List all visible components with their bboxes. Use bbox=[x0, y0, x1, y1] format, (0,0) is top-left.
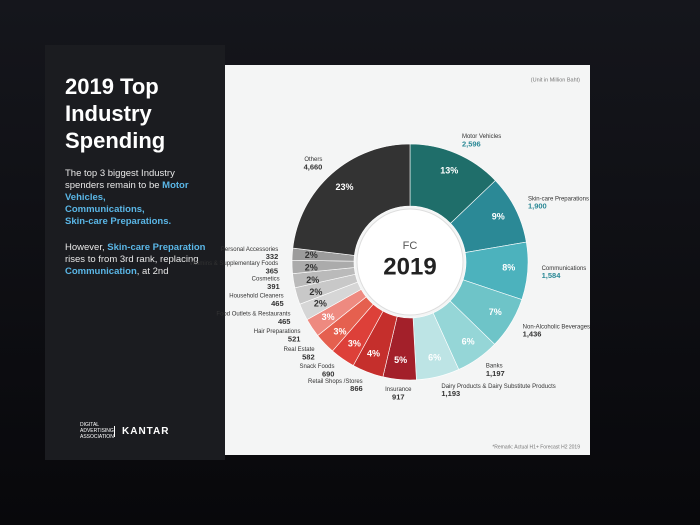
share-label: 2% bbox=[305, 250, 318, 260]
category-label: Skin-care Preparations bbox=[528, 196, 589, 202]
value-label: 391 bbox=[267, 282, 280, 291]
center-disc bbox=[356, 208, 464, 316]
share-label: 2% bbox=[309, 287, 322, 297]
category-label: Hair Preparations bbox=[254, 329, 301, 335]
category-label: Vitamins & Supplementary Foods bbox=[189, 261, 278, 267]
summary-text: The top 3 biggest Industry spenders rema… bbox=[65, 168, 175, 191]
share-label: 5% bbox=[394, 355, 407, 365]
share-label: 7% bbox=[489, 307, 502, 317]
value-label: 465 bbox=[271, 299, 284, 308]
share-label: 4% bbox=[367, 348, 380, 358]
note-text: rises to from 3rd rank, replacing bbox=[65, 254, 199, 265]
logo-daat: DIGITAL ADVERTISING ASSOCIATION bbox=[80, 422, 114, 440]
remark: *Remark: Actual H1+ Forecast H2 2019 bbox=[492, 444, 580, 450]
category-label: Retail Shops /Stores bbox=[308, 379, 363, 385]
value-label: 1,193 bbox=[441, 389, 460, 398]
category-label: Dairy Products & Dairy Substitute Produc… bbox=[441, 384, 555, 390]
category-label: Others bbox=[304, 157, 322, 163]
value-label: 365 bbox=[266, 267, 279, 276]
note: However, Skin-care Preparation rises to … bbox=[65, 242, 215, 278]
category-label: Banks bbox=[486, 364, 503, 370]
category-label: Personal Accessories bbox=[221, 247, 278, 253]
center-label: FC bbox=[403, 240, 418, 252]
category-label: Food Outlets & Restaurants bbox=[216, 312, 290, 318]
logos: DIGITAL ADVERTISING ASSOCIATION KANTAR bbox=[80, 422, 169, 440]
value-label: 917 bbox=[392, 392, 405, 401]
category-label: Communications bbox=[542, 266, 587, 272]
note-text: , at 2nd bbox=[136, 266, 169, 277]
value-label: 582 bbox=[302, 352, 315, 361]
share-label: 2% bbox=[314, 299, 327, 309]
highlight: Skin-care Preparations. bbox=[65, 216, 172, 227]
value-label: 1,584 bbox=[542, 271, 562, 280]
highlight: Communication bbox=[65, 266, 137, 277]
slice bbox=[292, 143, 411, 256]
value-label: 1,436 bbox=[523, 330, 542, 339]
highlight: Motor Vehicles, bbox=[65, 180, 189, 203]
value-label: 332 bbox=[266, 252, 279, 261]
category-label: Real Estate bbox=[284, 347, 316, 353]
category-label: Snack Foods bbox=[299, 364, 334, 370]
highlight: Communications, bbox=[65, 204, 145, 215]
unit-note: (Unit in Million Baht) bbox=[531, 77, 580, 83]
share-label: 9% bbox=[492, 211, 505, 221]
category-label: Motor Vehicles bbox=[462, 134, 501, 140]
category-label: Insurance bbox=[385, 387, 412, 393]
share-label: 23% bbox=[336, 182, 354, 192]
logo-kantar: KANTAR bbox=[114, 425, 169, 437]
summary: The top 3 biggest Industry spenders rema… bbox=[65, 168, 215, 228]
title: 2019 Top Industry Spending bbox=[65, 74, 166, 153]
value-label: 866 bbox=[350, 384, 363, 393]
share-label: 8% bbox=[502, 263, 515, 273]
highlight: Skin-care Preparation bbox=[107, 242, 206, 253]
value-label: 1,197 bbox=[486, 369, 505, 378]
share-label: 6% bbox=[462, 336, 475, 346]
share-label: 3% bbox=[322, 312, 335, 322]
share-label: 2% bbox=[305, 263, 318, 273]
value-label: 2,596 bbox=[462, 140, 481, 149]
category-label: Cosmetics bbox=[252, 277, 280, 283]
value-label: 521 bbox=[288, 335, 301, 344]
value-label: 465 bbox=[278, 317, 291, 326]
share-label: 3% bbox=[348, 338, 361, 348]
value-label: 690 bbox=[322, 369, 335, 378]
side-panel: 2019 Top Industry Spending The top 3 big… bbox=[45, 45, 225, 460]
share-label: 6% bbox=[428, 352, 441, 362]
category-label: Household Cleaners bbox=[229, 294, 283, 300]
value-label: 4,660 bbox=[304, 162, 323, 171]
value-label: 1,900 bbox=[528, 202, 547, 211]
center-year: 2019 bbox=[383, 253, 436, 280]
share-label: 13% bbox=[440, 166, 458, 176]
note-text: However, bbox=[65, 242, 105, 253]
category-label: Non-Alcoholic Beverages bbox=[523, 324, 590, 330]
share-label: 3% bbox=[333, 326, 346, 336]
share-label: 2% bbox=[306, 275, 319, 285]
